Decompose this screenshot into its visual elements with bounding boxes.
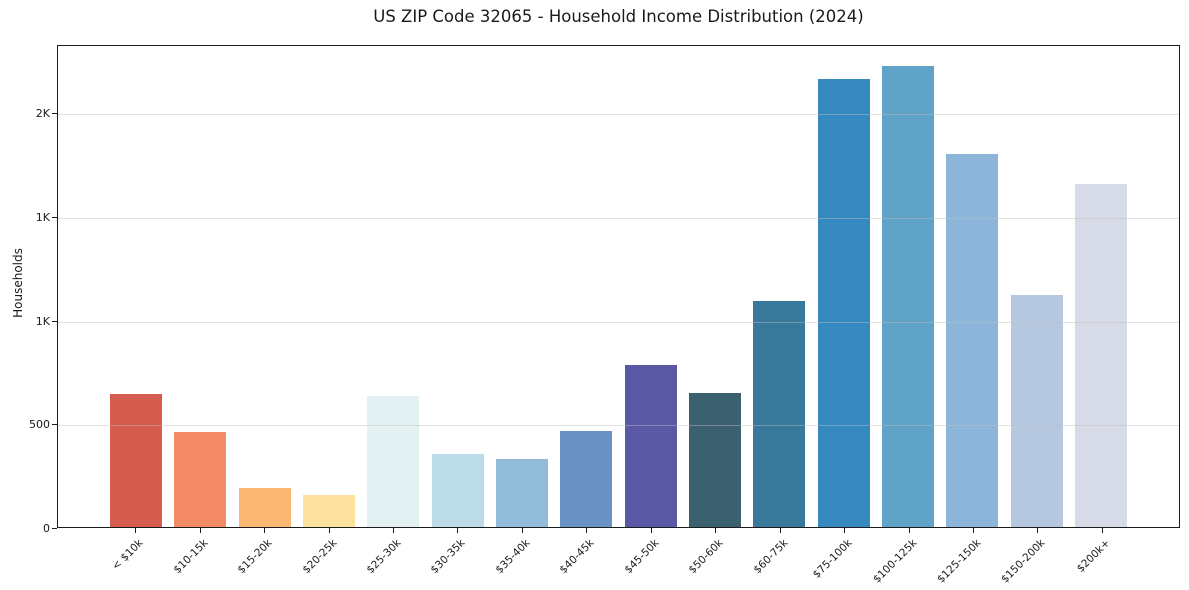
bar-slot (1069, 46, 1133, 527)
x-tick-label: $15-20k (235, 537, 275, 577)
y-tick-mark (52, 113, 57, 115)
x-tick-label: $200k+ (1074, 537, 1113, 575)
bar-slot (104, 46, 168, 527)
y-tick-label: 500 (29, 418, 50, 432)
x-tick-mark (199, 528, 201, 533)
x-tick-mark (779, 528, 781, 533)
x-tick-label: $10-15k (171, 537, 211, 577)
x-tick-mark (1037, 528, 1039, 533)
bars-layer (104, 46, 1133, 527)
bar-slot (876, 46, 940, 527)
x-tick-label: $30-35k (428, 537, 468, 577)
x-tick-mark (457, 528, 459, 533)
bar-125-150k (946, 153, 999, 527)
bar-slot (619, 46, 683, 527)
bar-slot (490, 46, 554, 527)
plot-area (57, 45, 1180, 528)
bar-slot (233, 46, 297, 527)
bar-10k (110, 394, 163, 527)
bar-slot (811, 46, 875, 527)
y-tick-label: 0 (43, 522, 50, 535)
x-tick-label: $125-150k (934, 537, 984, 586)
bar-slot (940, 46, 1004, 527)
bar-slot (168, 46, 232, 527)
bar-25-30k (367, 396, 420, 527)
bar-100-125k (881, 65, 934, 527)
y-tick-label: 1K (35, 211, 50, 225)
x-tick-label: $20-25k (299, 537, 339, 577)
bar-75-100k (817, 79, 870, 527)
bar-slot (683, 46, 747, 527)
x-tick-mark (135, 528, 137, 533)
x-tick-mark (1101, 528, 1103, 533)
y-tick-mark (52, 217, 57, 219)
x-tick-label: < $10k (110, 537, 146, 573)
x-tick-label: $35-40k (493, 537, 533, 577)
x-tick-label: $40-45k (557, 537, 597, 577)
y-tick-label: 1K (35, 314, 50, 328)
bar-50-60k (688, 393, 741, 527)
x-tick-mark (844, 528, 845, 533)
x-tick-label: $60-75k (750, 537, 791, 577)
bar-slot (1004, 46, 1068, 527)
bar-200k (1074, 183, 1127, 527)
x-tick-label: $50-60k (686, 537, 726, 577)
bar-slot (554, 46, 618, 527)
x-tick-label: $75-100k (810, 537, 855, 581)
bar-15-20k (238, 487, 291, 527)
bar-slot (361, 46, 425, 527)
bar-10-15k (174, 431, 227, 527)
x-tick-mark (328, 528, 330, 533)
bar-slot (747, 46, 811, 527)
bar-slot (297, 46, 361, 527)
bar-150-200k (1010, 294, 1063, 527)
x-tick-label: $100-125k (870, 537, 919, 586)
x-tick-mark (586, 528, 588, 533)
x-tick-mark (908, 528, 910, 533)
y-tick-mark (52, 320, 57, 322)
bar-45-50k (624, 365, 677, 527)
x-tick-mark (393, 528, 394, 533)
bar-30-35k (431, 454, 484, 527)
x-tick-mark (972, 528, 974, 533)
x-tick-mark (521, 528, 523, 533)
x-tick-mark (715, 528, 717, 533)
bar-35-40k (496, 458, 549, 527)
x-tick-mark (650, 528, 652, 533)
bar-20-25k (303, 494, 356, 527)
x-tick-label: $150-200k (999, 537, 1048, 586)
x-tick-label: $25-30k (364, 537, 404, 577)
y-tick-label: 2K (35, 107, 50, 121)
bar-60-75k (753, 301, 806, 527)
chart-title: US ZIP Code 32065 - Household Income Dis… (373, 7, 864, 26)
x-tick-label: $45-50k (622, 537, 662, 577)
y-tick-mark (52, 528, 57, 529)
bar-slot (426, 46, 490, 527)
bar-40-45k (560, 430, 613, 527)
x-tick-mark (264, 528, 266, 533)
y-tick-mark (52, 424, 57, 426)
